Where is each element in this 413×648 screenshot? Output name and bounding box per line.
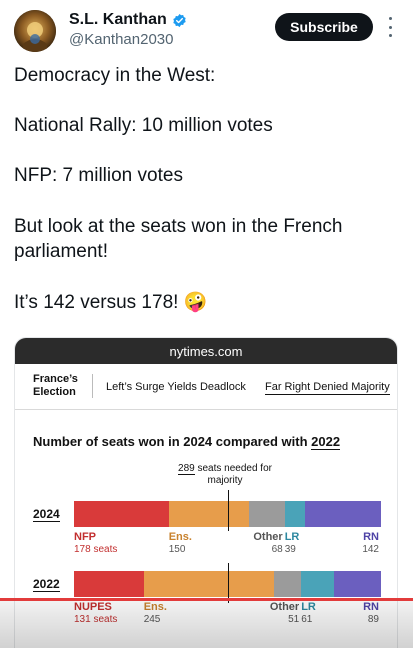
year-label-2024: 2024: [33, 507, 60, 522]
subscribe-button[interactable]: Subscribe: [275, 13, 373, 41]
majority-line-2024: [227, 490, 230, 531]
bar-segment-2024-ens: [168, 501, 249, 527]
article-nav: France’s Election Left’s Surge Yields De…: [15, 364, 397, 410]
embed-source-bar: nytimes.com: [15, 338, 397, 364]
user-handle[interactable]: @Kanthan2030: [69, 31, 174, 48]
segment-value-2024-lr: 39: [284, 544, 296, 555]
tweet-text-line-3: NFP: 7 million votes: [14, 165, 183, 186]
avatar[interactable]: [14, 10, 56, 52]
segment-value-2022-rn: 89: [367, 614, 379, 625]
bar-segment-2024-other: [248, 501, 285, 527]
majority-count: 289: [178, 463, 195, 475]
user-name[interactable]: S.L. Kanthan: [69, 11, 187, 29]
bar-segment-2022-ens: [143, 571, 275, 597]
seats-bar-2022: [74, 571, 381, 597]
segment-value-2022-nupes: 131 seats: [74, 614, 118, 625]
seats-bar-2024: [74, 501, 381, 527]
segment-value-2022-other: 51: [288, 614, 300, 625]
segment-value-2024-other: 68: [271, 544, 283, 555]
chart-title-year: 2022: [311, 434, 341, 450]
segment-label-2022-ens: Ens.: [143, 601, 167, 613]
verified-badge-icon: [173, 13, 186, 27]
segment-value-2022-lr: 61: [301, 614, 313, 625]
nav-link-far-right[interactable]: Far Right Denied Majority: [265, 381, 390, 395]
chart-title: Number of seats won in 2024 compared wit…: [33, 434, 341, 450]
year-label-2022: 2022: [33, 577, 60, 592]
more-options-icon[interactable]: [384, 17, 396, 37]
segment-value-2022-ens: 245: [143, 614, 161, 625]
majority-text-1: seats needed for: [194, 463, 272, 474]
nav-brand[interactable]: France’s Election: [33, 373, 78, 398]
tweet-text-line-1: Democracy in the West:: [14, 65, 216, 86]
tweet-text-line-2: National Rally: 10 million votes: [14, 115, 273, 136]
nav-divider: [92, 374, 93, 398]
nav-link-left-surge[interactable]: Left’s Surge Yields Deadlock: [106, 381, 246, 393]
bar-segment-2024-lr: [284, 501, 306, 527]
segment-value-2024-nfp: 178 seats: [74, 544, 118, 555]
majority-text-2: majority: [207, 475, 243, 486]
embedded-media[interactable]: nytimes.com France’s Election Left’s Sur…: [14, 337, 398, 648]
chart-title-prefix: Number of seats won in 2024 compared wit…: [33, 434, 312, 449]
majority-line-2022: [227, 563, 230, 603]
segment-label-2024-lr: LR: [284, 531, 300, 543]
majority-annotation: 289 seats needed for majority: [165, 463, 285, 487]
tweet-text-line-4: But look at the seats won in the French: [14, 216, 343, 237]
bar-segment-2022-lr: [301, 571, 334, 597]
video-progress-bar[interactable]: [0, 598, 413, 601]
bar-segment-2022-other: [274, 571, 302, 597]
embed-source: nytimes.com: [169, 343, 243, 359]
user-name-text: S.L. Kanthan: [69, 11, 167, 28]
segment-label-2024-nfp: NFP: [74, 531, 96, 543]
segment-label-2024-other: Other: [253, 531, 283, 543]
segment-value-2024-rn: 142: [362, 544, 379, 555]
tweet-text-line-6: It’s 142 versus 178! 🤪: [14, 292, 208, 313]
segment-value-2024-ens: 150: [168, 544, 186, 555]
segment-label-2022-rn: RN: [363, 601, 379, 613]
segment-label-2022-lr: LR: [301, 601, 316, 613]
segment-label-2024-rn: RN: [363, 531, 379, 543]
bar-segment-2022-nupes: [74, 571, 144, 597]
segment-label-2022-other: Other: [269, 601, 300, 613]
segment-label-2024-ens: Ens.: [168, 531, 192, 543]
tweet-text-line-5: parliament!: [14, 241, 108, 262]
segment-label-2022-nupes: NUPES: [74, 601, 112, 613]
bar-segment-2024-nfp: [74, 501, 169, 527]
bar-segment-2024-rn: [305, 501, 381, 527]
bar-segment-2022-rn: [333, 571, 381, 597]
